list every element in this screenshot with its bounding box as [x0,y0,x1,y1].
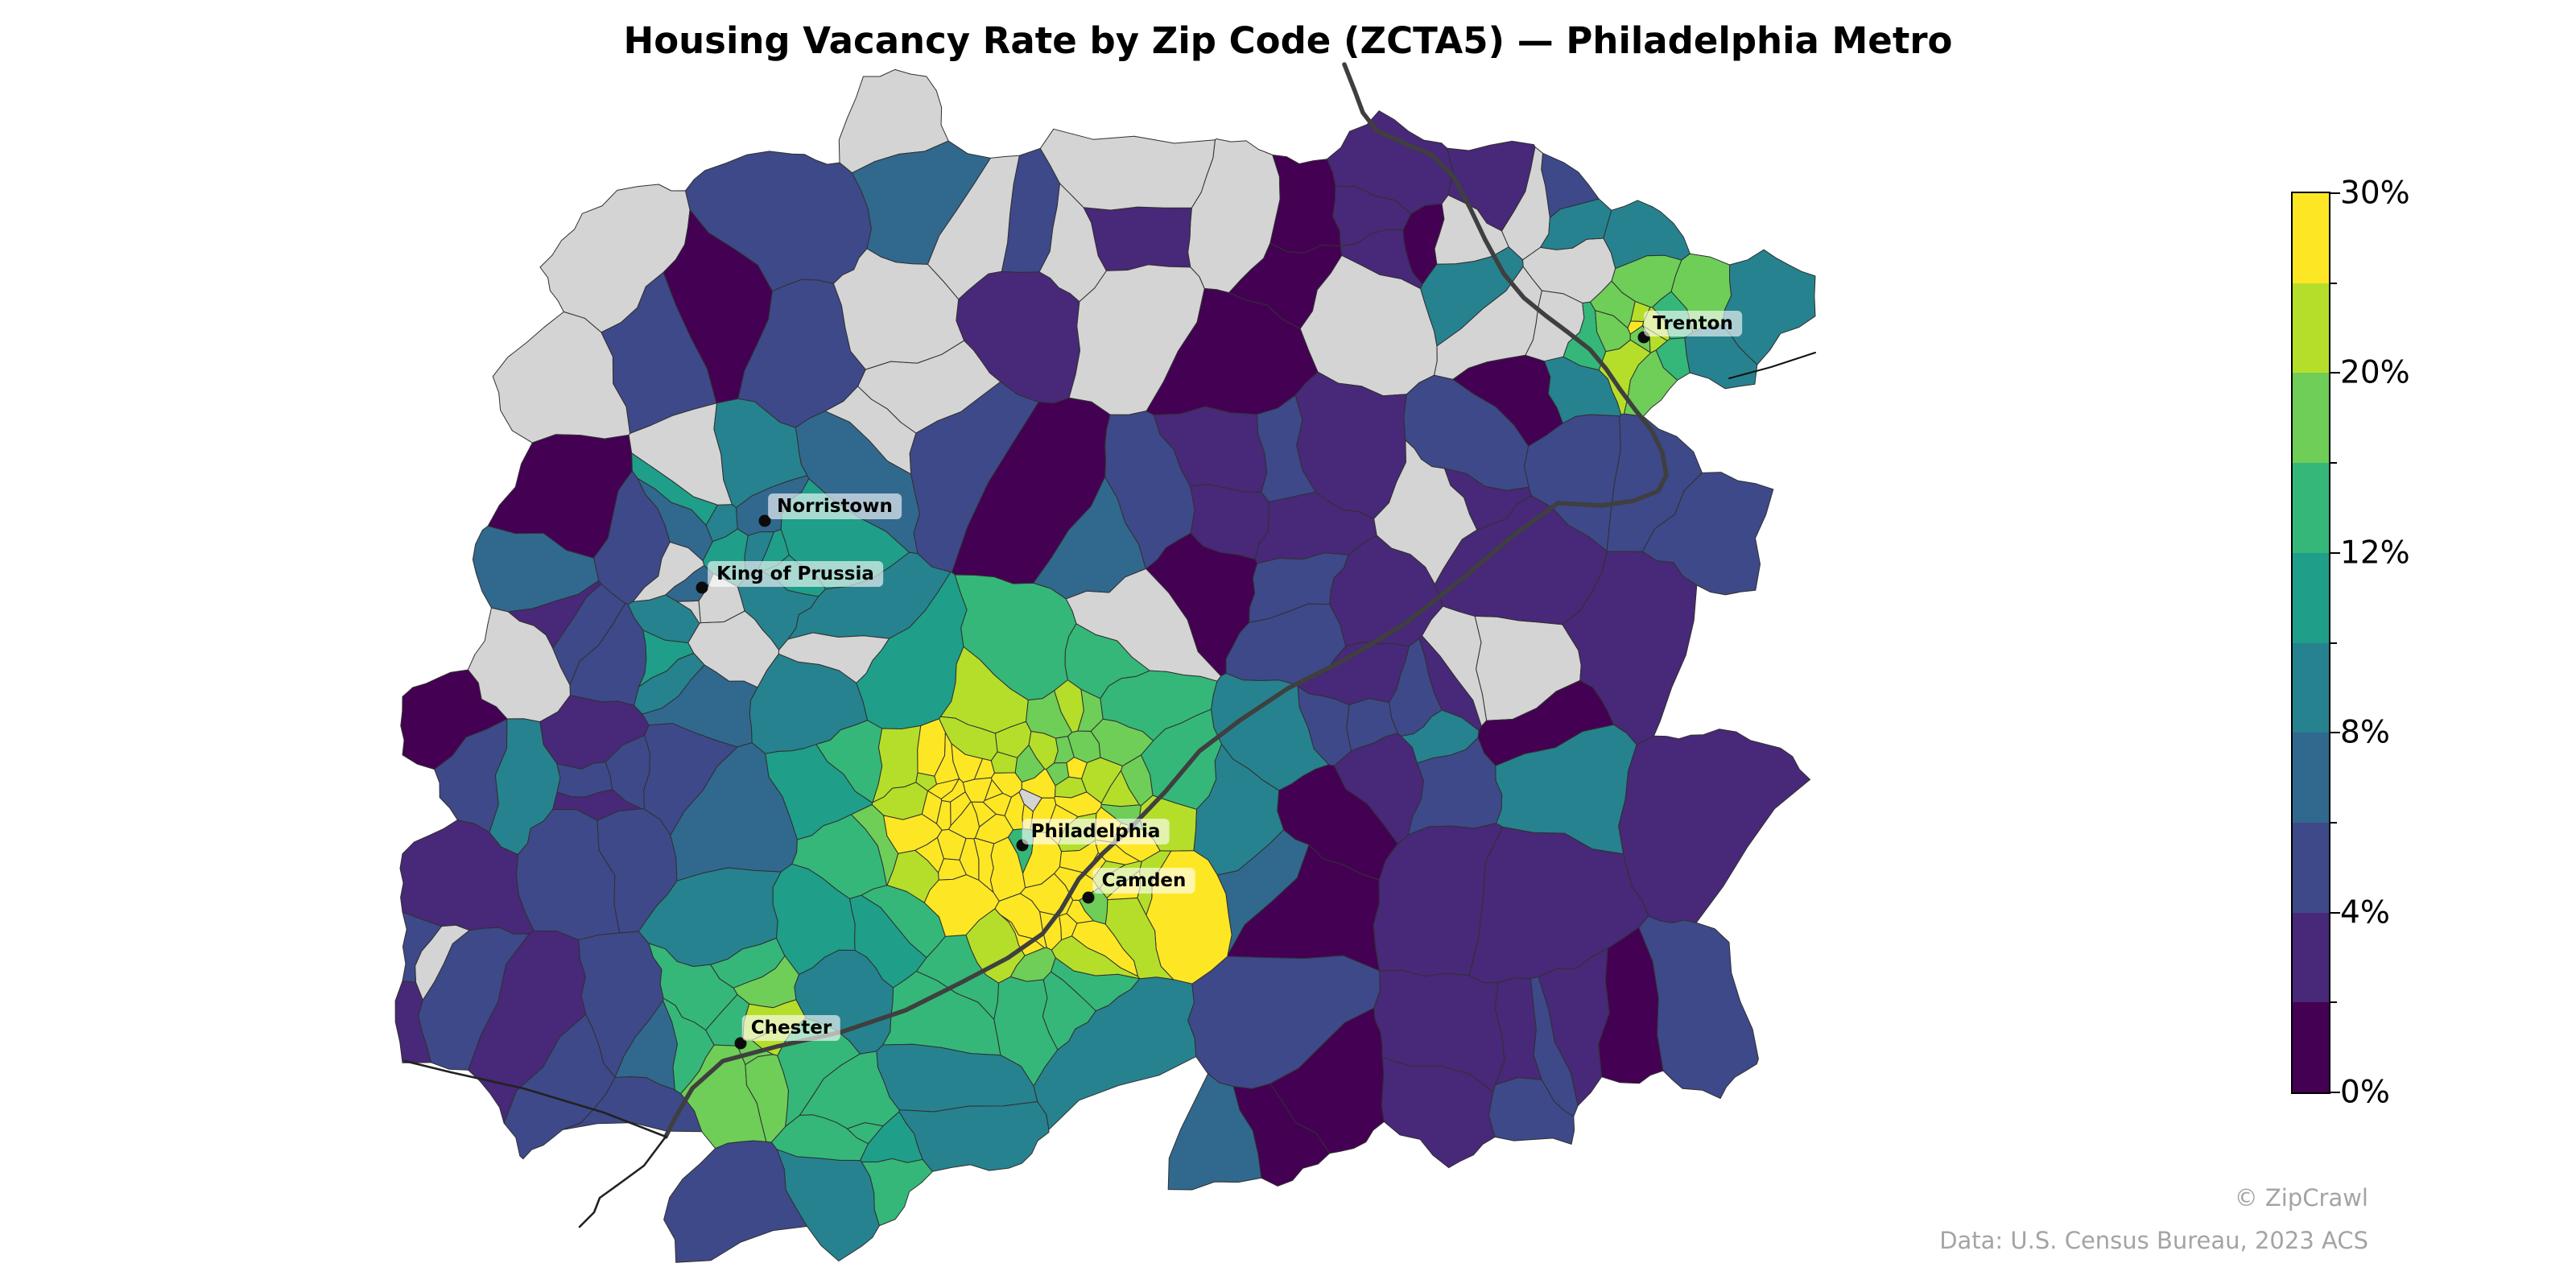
zcta-polygon [539,184,691,333]
zcta-polygon [1190,484,1269,560]
attribution-credit: © ZipCrawl [2234,1184,2368,1212]
colorbar-tick-label: 8% [2340,714,2390,751]
colorbar-tick [2330,192,2340,194]
zcta-polygon [1332,185,1412,247]
road-northeast-line [1728,352,1816,379]
colorbar-segment [2293,193,2329,283]
water-and-road-lines [403,62,1816,1228]
zcta-polygon [676,600,701,624]
colorbar-segment [2293,822,2329,913]
zcta-polygon [994,720,1032,758]
zcta-polygon [631,452,718,526]
zcta-polygon [1655,337,1690,381]
zcta-polygon [994,893,1047,948]
colorbar-tick [2330,732,2340,734]
colorbar-segment [2293,733,2329,823]
attribution: © ZipCrawl Data: U.S. Census Bureau, 202… [1939,1177,2368,1262]
attribution-source: Data: U.S. Census Bureau, 2023 ACS [1939,1227,2368,1254]
zcta-polygon [1051,935,1141,980]
colorbar-segment [2293,463,2329,553]
chart-title: Housing Vacancy Rate by Zip Code (ZCTA5)… [623,19,1953,62]
colorbar-segment [2293,552,2329,643]
zcta-polygon [923,874,1000,937]
zcta-polygon [1054,679,1084,733]
zcta-polygon [1167,1073,1262,1191]
river-branch-west-line [403,1059,667,1138]
zcta-polygon [1090,718,1154,766]
zcta-polygon [1295,642,1410,706]
zcta-polygon [400,669,508,770]
zcta-polygon [1033,476,1146,600]
zcta-polygon [1018,788,1042,812]
zcta-polygon [962,777,993,803]
colorbar-tick-label: 0% [2340,1074,2390,1111]
zcta-polygon [909,381,1039,573]
zcta-polygon [799,1051,900,1129]
zcta-polygon [713,398,808,508]
zcta-polygon [1618,729,1810,923]
zcta-polygon [1477,679,1614,766]
zcta-polygon [1277,764,1398,881]
colorbar-segment [2293,1002,2329,1093]
zcta-polygon [1039,128,1216,211]
zcta-polygon [597,808,678,934]
colorbar-tick [2330,1001,2337,1004]
colorbar-tick-label: 20% [2340,354,2410,391]
zcta-polygon [849,894,927,989]
zcta-polygon [1638,915,1759,1099]
colorbar-segment [2293,912,2329,1003]
colorbar-tick [2330,821,2337,824]
zcta-polygon-layer [394,68,1816,1263]
delaware-river-line [663,62,1669,1139]
zcta-polygon [1540,198,1612,250]
zcta-polygon [1627,320,1645,335]
zcta-polygon [973,758,995,780]
zcta-polygon [1104,898,1174,980]
zcta-polygon [1346,698,1398,752]
zcta-polygon [605,735,650,810]
colorbar-tick [2330,642,2337,644]
colorbar-tick [2330,372,2340,374]
zcta-polygon [562,1076,703,1133]
colorbar-tick-label: 12% [2340,535,2410,572]
zcta-polygon [467,607,571,723]
zcta-polygon [1495,724,1637,855]
zcta-polygon [468,930,587,1124]
colorbar-tick [2330,911,2340,914]
zcta-polygon [1494,977,1542,1086]
colorbar-segment [2293,642,2329,733]
zcta-polygon [850,804,899,886]
colorbar-tick-label: 4% [2340,894,2390,931]
zcta-polygon [1403,374,1530,491]
zcta-polygon [1418,635,1482,732]
zcta-polygon [638,630,695,687]
colorbar-tick [2330,1092,2340,1093]
colorbar [2291,192,2330,1094]
colorbar-tick [2330,462,2337,464]
zcta-polygon [936,800,952,831]
colorbar-tick [2330,282,2337,284]
zcta-polygon [860,1111,923,1163]
zcta-polygon [556,762,613,798]
zcta-polygon [1064,623,1150,700]
zcta-polygon [939,716,998,762]
zcta-polygon [1068,264,1205,415]
colorbar-tick-label: 30% [2340,175,2410,212]
colorbar-segment [2293,373,2329,464]
zcta-polygon [778,632,890,683]
zcta-polygon [1054,736,1075,764]
zcta-polygon [1269,155,1341,254]
zcta-polygon [1187,955,1381,1089]
zcta-polygon [1121,754,1154,807]
zcta-polygon [1028,731,1059,770]
river-branch-south-line [578,1135,667,1228]
colorbar-tick [2330,551,2340,554]
zcta-polygon [851,140,991,265]
colorbar-segment [2293,283,2329,374]
zcta-polygon [917,718,946,777]
zcta-polygon [745,1054,789,1143]
zcta-polygon [402,911,442,983]
